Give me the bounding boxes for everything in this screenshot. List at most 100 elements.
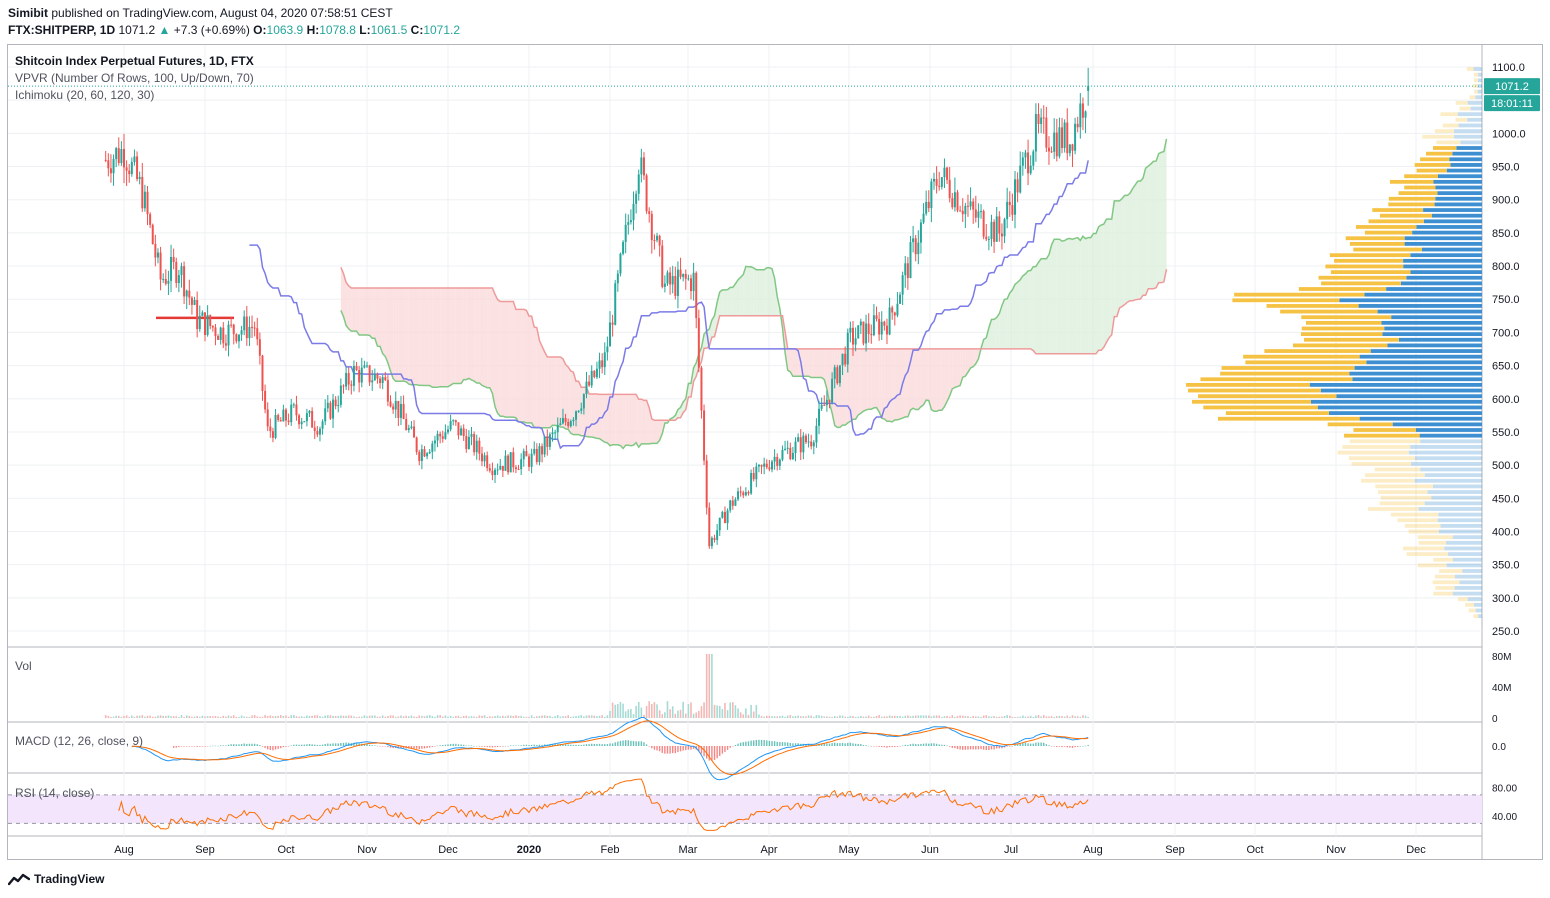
rsi-panel-label[interactable]: RSI (14, close) [15,786,95,800]
candle-body [1034,114,1037,152]
macd-hist-bar [183,746,185,747]
candle-body [635,193,638,204]
candle-body [112,159,115,174]
macd-hist-bar [977,746,980,750]
candle-body [334,399,337,407]
cloud-segment [448,288,451,387]
volume-bar [360,716,363,718]
cloud-segment [1140,178,1144,300]
macd-hist-bar [1035,742,1037,746]
candle-body [1058,127,1061,157]
cloud-segment [586,387,590,437]
candle-body [893,312,896,316]
candle-body [431,443,434,452]
volume-bar [235,716,238,718]
candle-body [883,321,886,326]
cloud-segment [638,399,642,448]
macd-hist-bar [293,744,295,746]
macd-hist-bar [938,744,940,746]
cloud-segment [539,340,543,428]
vol-panel-label[interactable]: Vol [15,659,32,673]
candle-body [974,209,977,218]
candle-body [282,409,285,422]
ichimoku-kijun-line [249,160,1089,450]
macd-hist-bar [985,746,987,750]
vp-down-bar [1398,337,1482,342]
candle-body [426,453,429,457]
candle-body [731,500,734,506]
volume-bar [839,715,841,718]
volume-bar [1066,715,1069,718]
vp-down-bar [1454,129,1482,133]
volume-bar [115,715,117,718]
candle-body [1055,132,1058,157]
volume-bar [886,716,888,718]
vpvr-legend[interactable]: VPVR (Number Of Rows, 100, Up/Down, 70) [15,71,254,85]
macd-hist-bar [852,743,854,746]
vp-up-bar [1408,529,1439,534]
time-tick-label: May [839,844,860,856]
macd-hist-bar [982,746,985,750]
macd-hist-bar [651,746,653,749]
cloud-segment [881,348,885,419]
volume-bar [713,704,716,718]
candle-body [995,216,998,242]
candle-body [784,448,787,450]
candle-body [413,426,416,438]
macd-hist-bar [726,746,729,750]
cloud-segment [1080,236,1083,354]
volume-bar [193,716,196,718]
vp-down-bar [1446,563,1482,568]
footer-brand[interactable]: TradingView [8,872,104,886]
vp-up-bar [1404,174,1438,179]
candle-body [582,394,585,409]
candle-body [204,312,206,336]
macd-hist-bar [781,742,784,746]
volume-bar [285,715,287,718]
candle-body [193,300,196,305]
candle-body [658,235,661,246]
series-title[interactable]: Shitcoin Index Perpetual Futures, 1D, FT… [15,54,254,68]
macd-hist-bar [316,744,319,746]
cloud-segment [983,337,987,349]
volume-bar [1069,716,1071,718]
volume-bar [590,715,593,718]
vp-down-bar [1339,298,1482,303]
macd-hist-bar [705,746,708,759]
volume-bar [627,709,630,718]
volume-bar [596,716,598,718]
candle-body [859,321,862,326]
cloud-segment [1072,238,1076,354]
volume-bar [475,716,478,718]
macd-hist-bar [342,742,345,746]
macd-hist-bar [334,743,337,746]
candle-body [875,315,878,319]
volume-bar [295,716,298,718]
macd-hist-bar [337,743,339,746]
candle-body [815,425,818,443]
volume-bar [609,710,611,718]
volume-bar [930,716,933,718]
macd-hist-bar [719,746,721,757]
candle-body [1079,103,1082,128]
cloud-segment [393,288,396,382]
candle-body [222,327,225,344]
candle-body [478,440,481,454]
volume-bar [138,715,141,718]
ichimoku-legend[interactable]: Ichimoku (20, 60, 120, 30) [15,88,155,102]
macd-hist-bar [201,746,204,747]
volume-bar [1003,715,1006,718]
candle-body [810,441,813,447]
macd-panel-label[interactable]: MACD (12, 26, close, 9) [15,734,144,748]
vp-up-bar [1301,315,1392,320]
cloud-segment [819,348,822,378]
publisher-name[interactable]: Simibit [8,6,49,20]
vp-down-bar [1391,315,1482,320]
volume-bar [217,716,219,718]
macd-hist-bar [429,746,431,748]
vp-up-bar [1379,501,1425,506]
candle-body [420,449,423,462]
candle-body [872,315,875,336]
vp-up-bar [1388,196,1436,201]
